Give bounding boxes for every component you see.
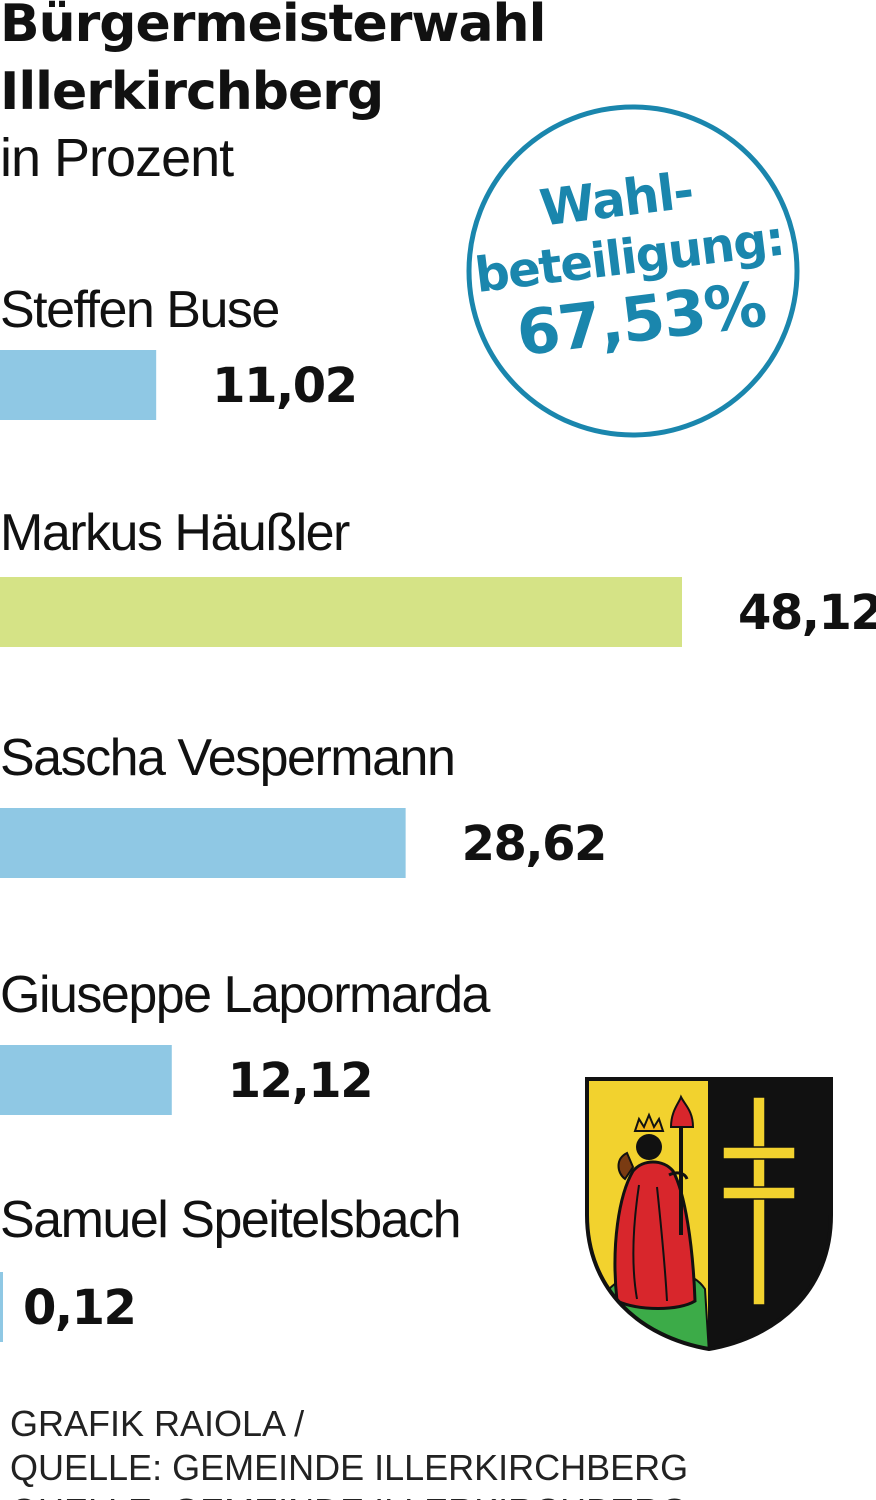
chart-subtitle: in Prozent — [0, 128, 234, 188]
crown-shape — [633, 1112, 665, 1132]
vote-share-value-label: 0,12 — [23, 1280, 135, 1336]
double-cross — [722, 1096, 796, 1306]
chart-title-line-1: Bürgermeisterwahl — [0, 0, 546, 54]
candidate-name-label: Markus Häußler — [0, 504, 350, 562]
turnout-circle — [466, 104, 800, 438]
vote-share-bar — [0, 577, 682, 647]
candidate-name-label: Samuel Speitelsbach — [0, 1191, 460, 1249]
vote-share-value-label: 28,62 — [462, 816, 606, 872]
candidate-name-label: Steffen Buse — [0, 281, 279, 339]
footer-source: QUELLE: GEMEINDE ILLERKIRCHBERG — [10, 1447, 689, 1488]
vote-share-value-label: 11,02 — [212, 358, 356, 414]
candidate-name-label: Giuseppe Lapormarda — [0, 966, 491, 1024]
vote-share-bar — [0, 1272, 3, 1342]
chart-title-line-2: Illerkirchberg — [0, 62, 384, 122]
vote-share-value-label: 48,12 — [738, 585, 876, 641]
footer-source-overflow: QUELLE: GEMEINDE ILLERKIRCHBERG — [10, 1492, 688, 1500]
coat-of-arms-image — [585, 1077, 833, 1352]
shield-right-field — [709, 1079, 831, 1349]
bar-chart: Steffen Buse 11,02 Markus Häußler 48,12 Sasc… — [0, 281, 876, 1342]
vote-share-bar — [0, 1045, 172, 1115]
saint-figure — [613, 1094, 697, 1310]
turnout-badge: Wahl- beteiligung: 67,53% — [466, 104, 800, 438]
vote-share-bar — [0, 808, 406, 878]
candidate-name-label: Sascha Vespermann — [0, 729, 454, 787]
vote-share-value-label: 12,12 — [228, 1053, 372, 1109]
footer-credit: GRAFIK RAIOLA / — [10, 1403, 305, 1444]
vote-share-bar — [0, 350, 157, 420]
shield-outline — [585, 1077, 833, 1352]
